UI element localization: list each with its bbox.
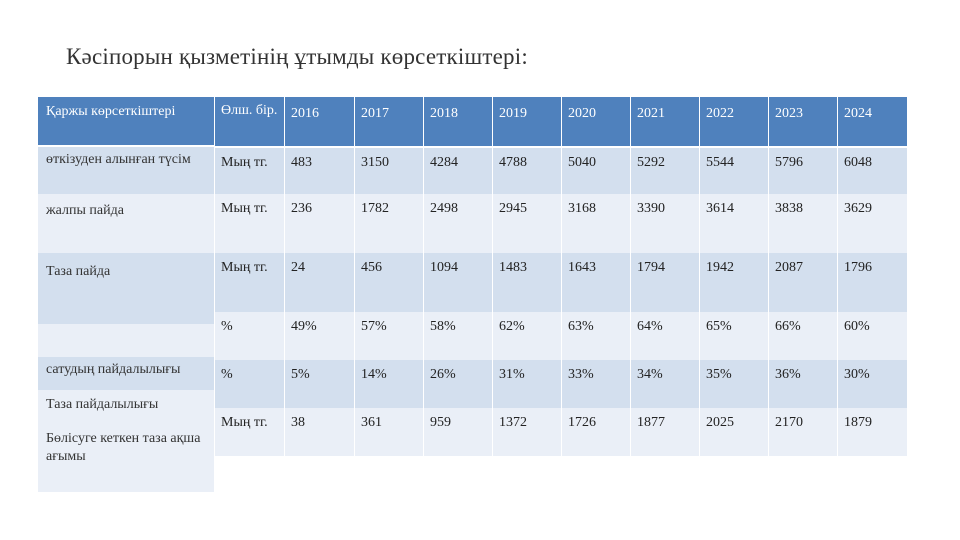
value-cell: 3629	[837, 194, 907, 253]
table-row: Мың тг. 236 1782 2498 2945 3168 3390 3614 3838 36…	[214, 194, 907, 253]
value-cell: 49%	[284, 312, 355, 360]
value-cell: 3614	[699, 194, 769, 253]
table-row: Мың тг. 24 456 1094 1483 1643 1794 1942 2087 1796	[214, 253, 907, 312]
year-header-cell: 2018	[423, 97, 493, 148]
value-cell: 33%	[561, 360, 631, 408]
value-cell: 1942	[699, 253, 769, 312]
value-cell: 62%	[492, 312, 562, 360]
value-cell: 14%	[354, 360, 424, 408]
value-cell: 38	[284, 408, 355, 456]
label-net-profitability: Таза пайдалылығы	[38, 390, 214, 422]
value-cell: 1726	[561, 408, 631, 456]
value-cell: 5%	[284, 360, 355, 408]
value-cell: 959	[423, 408, 493, 456]
value-cell: 30%	[837, 360, 907, 408]
value-cell: 6048	[837, 147, 907, 194]
label-net-profit: Таза пайда	[38, 253, 214, 324]
label-net-cash-flow: Бөлісуге кеткен таза ақша ағымы	[38, 422, 214, 492]
unit-cell: %	[214, 312, 285, 360]
label-revenue: өткізуден алынған түсім	[38, 147, 214, 194]
unit-cell: Мың тг.	[214, 147, 285, 194]
value-cell: 35%	[699, 360, 769, 408]
label-sales-profitability: сатудың пайдалылығы	[38, 357, 214, 390]
value-cell: 2170	[768, 408, 838, 456]
year-header-cell: 2016	[284, 97, 355, 148]
value-cell: 34%	[630, 360, 700, 408]
unit-header-cell: Өлш. бір.	[214, 97, 285, 148]
value-cell: 63%	[561, 312, 631, 360]
value-cell: 5544	[699, 147, 769, 194]
value-cell: 5796	[768, 147, 838, 194]
value-cell: 1877	[630, 408, 700, 456]
left-header-cell: Қаржы көрсеткіштері	[38, 97, 214, 147]
value-cell: 4284	[423, 147, 493, 194]
value-cell: 1879	[837, 408, 907, 456]
value-cell: 1372	[492, 408, 562, 456]
value-cell: 3168	[561, 194, 631, 253]
indicator-label-column: Қаржы көрсеткіштері өткізуден алынған тү…	[38, 97, 214, 492]
value-cell: 31%	[492, 360, 562, 408]
table-row: Мың тг. 38 361 959 1372 1726 1877 2025 2170 1879	[214, 408, 907, 456]
value-cell: 2498	[423, 194, 493, 253]
year-header-cell: 2022	[699, 97, 769, 148]
value-cell: 2087	[768, 253, 838, 312]
table-row: Мың тг. 483 3150 4284 4788 5040 5292 5544 5796 60…	[214, 147, 907, 194]
value-cell: 3150	[354, 147, 424, 194]
label-gross-profit: жалпы пайда	[38, 194, 214, 253]
page-title: Кәсіпорын қызметінің ұтымды көрсеткіштер…	[66, 44, 528, 69]
value-cell: 1782	[354, 194, 424, 253]
value-cell: 1094	[423, 253, 493, 312]
value-cell: 236	[284, 194, 355, 253]
year-header-cell: 2019	[492, 97, 562, 148]
value-cell: 3838	[768, 194, 838, 253]
value-cell: 456	[354, 253, 424, 312]
unit-cell: Мың тг.	[214, 408, 285, 456]
value-cell: 36%	[768, 360, 838, 408]
value-cell: 58%	[423, 312, 493, 360]
unit-cell: %	[214, 360, 285, 408]
value-cell: 57%	[354, 312, 424, 360]
value-cell: 66%	[768, 312, 838, 360]
value-cell: 4788	[492, 147, 562, 194]
year-header-cell: 2024	[837, 97, 907, 148]
year-header-cell: 2020	[561, 97, 631, 148]
value-cell: 60%	[837, 312, 907, 360]
value-cell: 5292	[630, 147, 700, 194]
table-row: % 5% 14% 26% 31% 33% 34% 35% 36% 30%	[214, 360, 907, 408]
value-cell: 64%	[630, 312, 700, 360]
unit-cell: Мың тг.	[214, 253, 285, 312]
table-header-row: Өлш. бір. 2016 2017 2018 2019 2020 2021 …	[214, 97, 907, 148]
value-cell: 1643	[561, 253, 631, 312]
year-header-cell: 2017	[354, 97, 424, 148]
value-cell: 361	[354, 408, 424, 456]
year-header-cell: 2023	[768, 97, 838, 148]
table-row: % 49% 57% 58% 62% 63% 64% 65% 66% 60%	[214, 312, 907, 360]
year-header-cell: 2021	[630, 97, 700, 148]
table-body: Мың тг. 483 3150 4284 4788 5040 5292 5544 5796 60…	[214, 147, 907, 456]
unit-cell: Мың тг.	[214, 194, 285, 253]
value-cell: 483	[284, 147, 355, 194]
indicators-table: Өлш. бір. 2016 2017 2018 2019 2020 2021 …	[214, 97, 907, 456]
value-cell: 3390	[630, 194, 700, 253]
value-cell: 2945	[492, 194, 562, 253]
value-cell: 1794	[630, 253, 700, 312]
value-cell: 26%	[423, 360, 493, 408]
value-cell: 5040	[561, 147, 631, 194]
value-cell: 65%	[699, 312, 769, 360]
value-cell: 1483	[492, 253, 562, 312]
value-cell: 2025	[699, 408, 769, 456]
value-cell: 24	[284, 253, 355, 312]
value-cell: 1796	[837, 253, 907, 312]
label-empty-row	[38, 324, 214, 357]
